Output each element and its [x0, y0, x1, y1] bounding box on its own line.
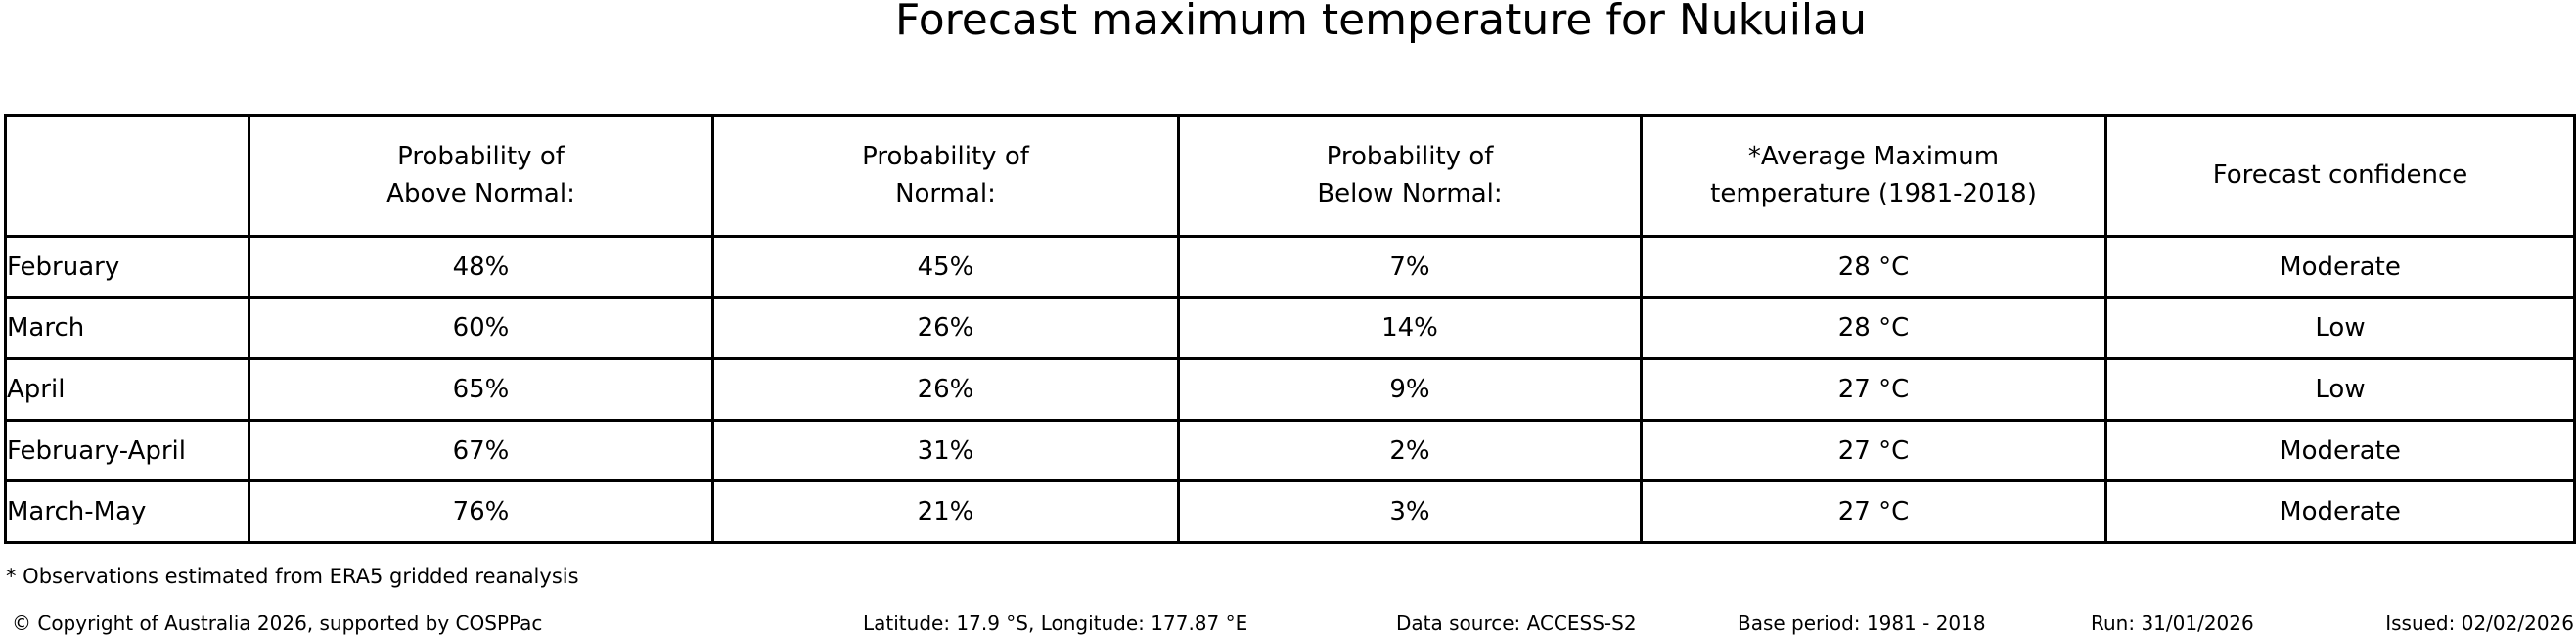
data-source-text: Data source: ACCESS-S2 [1396, 612, 1637, 635]
table-row-march-may: March-May 76% 21% 3% 27 °C Moderate [4, 479, 2576, 544]
forecast-table-container: Probability of Above Normal: Probability… [4, 114, 2576, 544]
table-row-february: February 48% 45% 7% 28 °C Moderate [4, 235, 2576, 299]
column-header-above-normal: Probability of Above Normal: [248, 114, 714, 238]
header-row: Probability of Above Normal: Probability… [4, 114, 2576, 238]
cell-below-normal: 3% [1177, 479, 1643, 544]
cell-average-max-temp: 28 °C [1640, 235, 2107, 299]
cell-forecast-confidence: Low [2104, 296, 2576, 361]
cell-average-max-temp: 27 °C [1640, 357, 2107, 422]
figure-title: Forecast maximum temperature for Nukuila… [894, 0, 1867, 45]
cell-normal: 26% [711, 296, 1180, 361]
row-label: March-May [4, 479, 250, 544]
column-header-normal: Probability of Normal: [711, 114, 1180, 238]
row-label: February [4, 235, 250, 299]
cell-forecast-confidence: Moderate [2104, 235, 2576, 299]
cell-above-normal: 48% [248, 235, 714, 299]
cell-normal: 21% [711, 479, 1180, 544]
cell-normal: 45% [711, 235, 1180, 299]
cell-average-max-temp: 28 °C [1640, 296, 2107, 361]
row-label: March [4, 296, 250, 361]
table-row-april: April 65% 26% 9% 27 °C Low [4, 357, 2576, 422]
cell-above-normal: 67% [248, 418, 714, 483]
corner-cell [4, 114, 250, 238]
forecast-table: Probability of Above Normal: Probability… [4, 114, 2576, 544]
issued-date-text: Issued: 02/02/2026 [2385, 612, 2574, 635]
base-period-text: Base period: 1981 - 2018 [1738, 612, 1986, 635]
run-date-text: Run: 31/01/2026 [2091, 612, 2254, 635]
cell-average-max-temp: 27 °C [1640, 418, 2107, 483]
table-row-march: March 60% 26% 14% 28 °C Low [4, 296, 2576, 361]
cell-below-normal: 2% [1177, 418, 1643, 483]
cell-below-normal: 9% [1177, 357, 1643, 422]
cell-forecast-confidence: Low [2104, 357, 2576, 422]
copyright-text: © Copyright of Australia 2026, supported… [12, 612, 543, 635]
cell-above-normal: 76% [248, 479, 714, 544]
row-label: April [4, 357, 250, 422]
column-header-forecast-confidence: Forecast confidence [2104, 114, 2576, 238]
cell-below-normal: 7% [1177, 235, 1643, 299]
cell-forecast-confidence: Moderate [2104, 418, 2576, 483]
footnote: * Observations estimated from ERA5 gridd… [6, 565, 579, 588]
cell-average-max-temp: 27 °C [1640, 479, 2107, 544]
table-row-february-april: February-April 67% 31% 2% 27 °C Moderate [4, 418, 2576, 483]
column-header-below-normal: Probability of Below Normal: [1177, 114, 1643, 238]
column-header-average-max-temp: *Average Maximum temperature (1981-2018) [1640, 114, 2107, 238]
cell-normal: 26% [711, 357, 1180, 422]
cell-below-normal: 14% [1177, 296, 1643, 361]
cell-above-normal: 60% [248, 296, 714, 361]
cell-forecast-confidence: Moderate [2104, 479, 2576, 544]
cell-above-normal: 65% [248, 357, 714, 422]
coordinates-text: Latitude: 17.9 °S, Longitude: 177.87 °E [863, 612, 1248, 635]
row-label: February-April [4, 418, 250, 483]
cell-normal: 31% [711, 418, 1180, 483]
